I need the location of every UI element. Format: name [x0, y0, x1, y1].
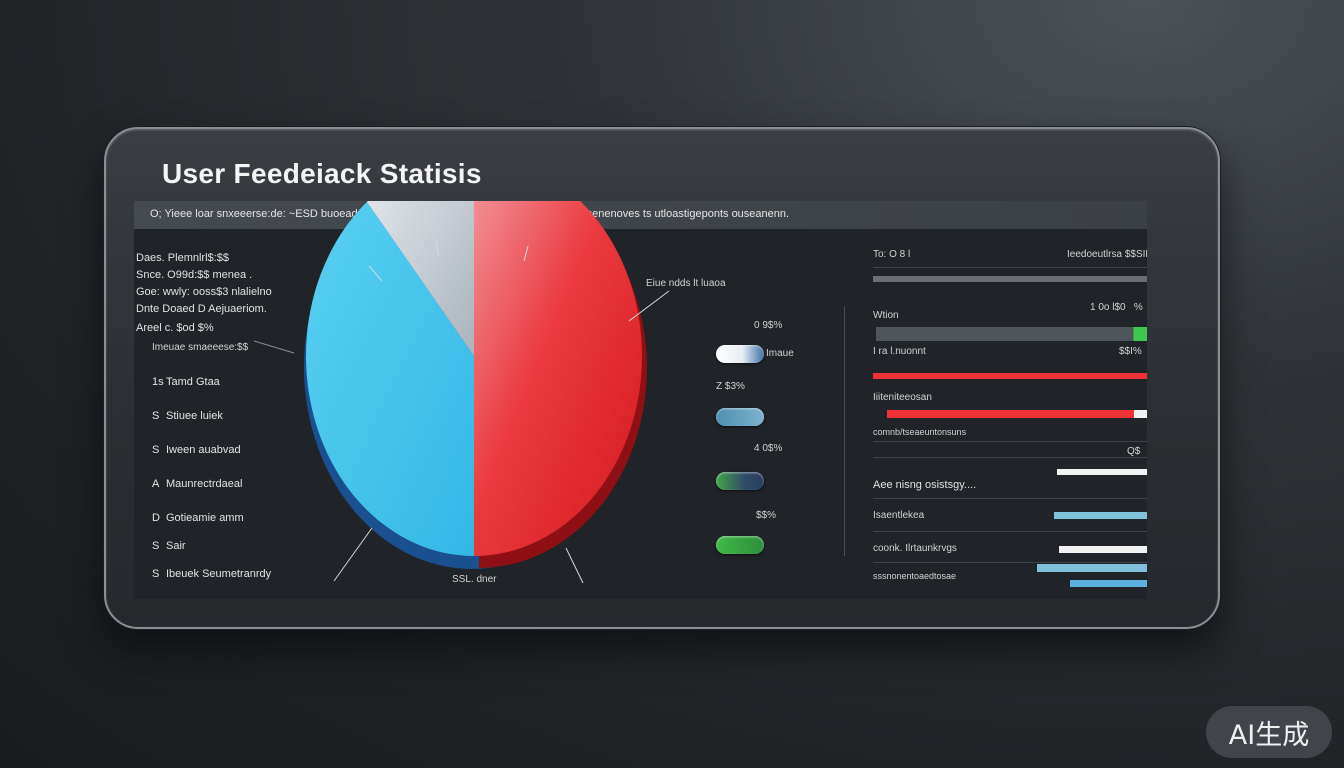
- mid-pill: [716, 472, 764, 490]
- legend-label: Gotieamie amm: [166, 512, 244, 524]
- legend-item: 1s Tamd Gtaa: [152, 376, 220, 388]
- right-row-value: Q$: [1127, 446, 1141, 457]
- row-divider: [873, 562, 1147, 563]
- legend-label: Iween auabvad: [166, 444, 241, 456]
- left-header-line-4: Dnte Doaed D Aejuaeriom.: [136, 303, 267, 315]
- right-bar: [1057, 469, 1147, 475]
- right-row-label: Isaentlekea: [873, 510, 925, 521]
- mid-value: 4 0$%: [754, 443, 783, 454]
- right-top-left: To: O 8 l: [873, 249, 911, 260]
- pie-callout-top-right: Eiue ndds lt luaoa: [646, 278, 726, 289]
- right-bar: [873, 373, 1147, 379]
- pie-callout-bottom: SSL. dner: [452, 574, 497, 585]
- right-bar: [1037, 564, 1147, 572]
- mid-pill: [716, 345, 764, 363]
- left-header-line-3: Goe: wwly: ooss$3 nlalielno: [136, 286, 272, 298]
- left-caption: Imeuae smaeeese:$$: [152, 342, 249, 353]
- right-row-label: Iiiteniteeosan: [873, 392, 932, 403]
- right-row-label: coonk. Ilrtaunkrvgs: [873, 543, 957, 554]
- legend-item: S Stiuee luiek: [152, 410, 223, 422]
- subtitle-bar: O; Yieee loar snxeeerse:de: ~ESD buoead …: [134, 201, 1147, 229]
- mid-value: $$%: [756, 510, 777, 521]
- ai-generated-watermark: AI生成: [1206, 706, 1332, 758]
- row-divider: [873, 457, 1147, 458]
- legend-num: S: [152, 410, 160, 422]
- right-bar: [876, 327, 1147, 341]
- legend-label: Tamd Gtaa: [166, 376, 220, 388]
- right-bar: [1059, 546, 1147, 553]
- mid-label: Imaue: [766, 348, 794, 359]
- right-row-label: comnb/tseaeuntonsuns: [873, 427, 967, 437]
- right-row-label: I ra l.nuonnt: [873, 346, 926, 357]
- legend-label: Stiuee luiek: [166, 410, 223, 422]
- right-bar: [1070, 580, 1147, 587]
- left-header-line-2: Snce. O99d:$$ menea .: [136, 269, 253, 281]
- callout-line: [368, 265, 383, 282]
- legend-label: Sair: [166, 540, 186, 552]
- pie-slices: [306, 201, 642, 557]
- right-row-label: sssnonentoaedtosae: [873, 571, 957, 581]
- row-divider: [873, 498, 1147, 499]
- left-header-line-5: Areel c. $od $%: [136, 322, 214, 334]
- right-bar: [1054, 512, 1147, 519]
- right-top-right: Ieedoeutlrsa $$SIM: [1067, 249, 1147, 260]
- right-row-value: $$I%: [1119, 346, 1142, 357]
- callout-line: [565, 547, 584, 584]
- legend-num: S: [152, 568, 160, 580]
- legend-item: S Ibeuek Seumetranrdy: [152, 568, 271, 580]
- mid-value: 0 9$%: [754, 320, 783, 331]
- callout-line: [435, 240, 440, 257]
- mid-pill: [716, 408, 764, 426]
- row-divider: [873, 531, 1147, 532]
- callout-line: [523, 245, 529, 262]
- callout-line: [253, 340, 295, 354]
- right-row-label: Wtion: [873, 310, 899, 321]
- column-divider: [844, 306, 845, 556]
- callout-line: [333, 527, 373, 582]
- legend-item: A Maunrectrdaeal: [152, 478, 242, 490]
- mid-value: Z $3%: [716, 381, 745, 392]
- left-header-line-1: Daes. Plemnlrl$:$$: [136, 252, 229, 264]
- legend-num: S: [152, 540, 160, 552]
- legend-label: Maunrectrdaeal: [166, 478, 243, 490]
- legend-label: Ibeuek Seumetranrdy: [166, 568, 272, 580]
- legend-num: 1s: [152, 376, 164, 388]
- pie-chart: [253, 201, 670, 584]
- callout-line: [628, 290, 670, 322]
- legend-num: A: [152, 478, 160, 490]
- legend-item: S Iween auabvad: [152, 444, 241, 456]
- page-title: User Feedeiack Statisis: [162, 158, 482, 189]
- pie-slice-grey: [366, 201, 474, 356]
- legend-item: S Sair: [152, 540, 186, 552]
- right-row-value: 1 0o l$0 %: [1090, 302, 1143, 313]
- dashboard-panel: O; Yieee loar snxeeerse:de: ~ESD buoead …: [134, 201, 1147, 599]
- legend-item: D Gotieamie amm: [152, 512, 244, 524]
- pie-slice-red: [474, 201, 642, 556]
- pie-slice-blue: [306, 201, 474, 557]
- mid-pill: [716, 536, 764, 554]
- legend-num: D: [152, 512, 160, 524]
- row-divider: [873, 267, 1147, 268]
- right-row-label: Aee nisng osistsgy....: [873, 479, 977, 491]
- legend-num: S: [152, 444, 160, 456]
- right-bar: [873, 276, 1147, 282]
- row-divider: [873, 441, 1147, 442]
- right-bar: [887, 410, 1147, 418]
